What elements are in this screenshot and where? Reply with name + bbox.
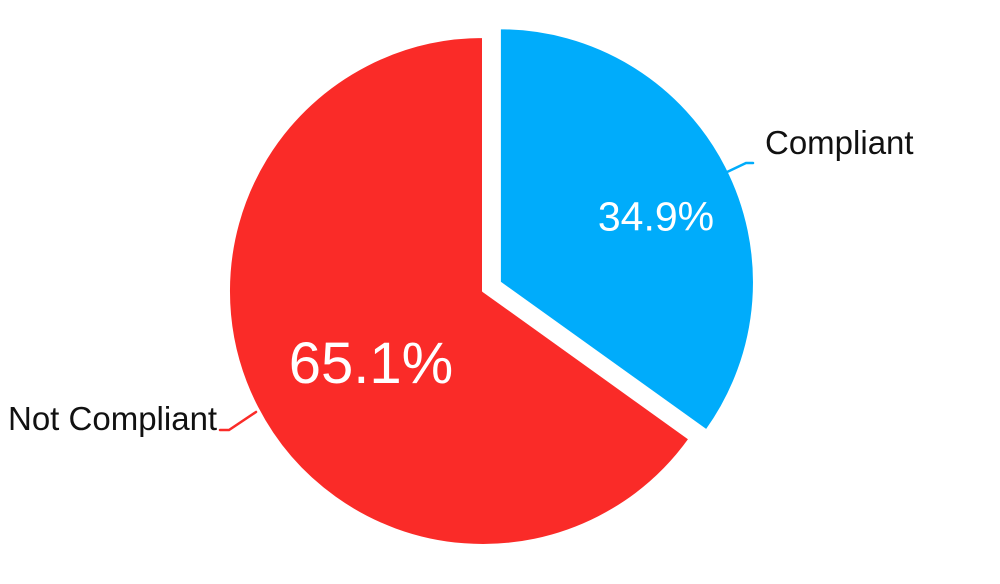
leader-line-compliant — [723, 161, 755, 175]
leader-line-not-compliant — [218, 410, 258, 432]
pie-slice-not-compliant[interactable] — [228, 36, 691, 546]
slice-label-not-compliant: Not Compliant — [8, 400, 218, 437]
slice-label-compliant: Compliant — [765, 124, 914, 161]
pie-slice-compliant[interactable] — [498, 27, 755, 432]
